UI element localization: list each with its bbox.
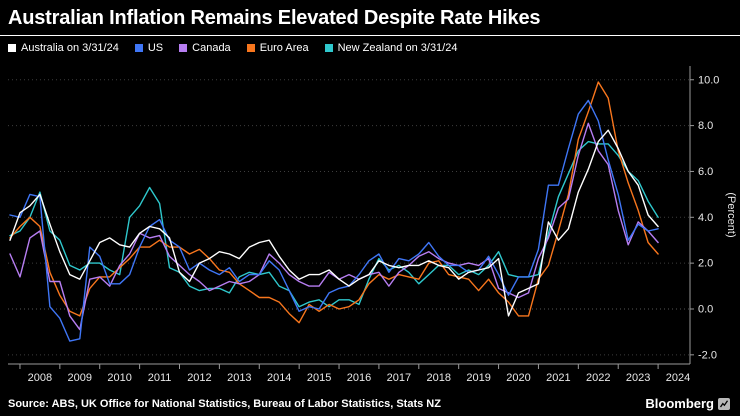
legend-item-australia: Australia on 3/31/24	[8, 42, 119, 54]
chart-area: 10.0 8.0 6.0 4.0 2.0 0.0 -2.0 2008 2009 2010 2011 2…	[0, 56, 740, 394]
legend-label-australia: Australia on 3/31/24	[21, 42, 119, 54]
chart-line-new-zealand	[9, 140, 659, 308]
x-tick-label: 2022	[586, 372, 610, 384]
inflation-line-chart: 10.0 8.0 6.0 4.0 2.0 0.0 -2.0 2008 2009 2010 2011 2…	[8, 66, 737, 384]
y-tick-label: 10.0	[698, 74, 719, 86]
legend-swatch-australia	[8, 44, 16, 52]
x-tick-label: 2019	[466, 372, 490, 384]
chart-line-us	[9, 99, 659, 342]
y-tick-label: 6.0	[698, 166, 713, 178]
chart-footer: Source: ABS, UK Office for National Stat…	[0, 394, 740, 416]
bloomberg-logo: Bloomberg	[645, 396, 730, 411]
y-tick-label: 2.0	[698, 258, 713, 270]
x-tick-label: 2009	[68, 372, 92, 384]
legend-label-us: US	[147, 42, 164, 54]
source-note: Source: ABS, UK Office for National Stat…	[8, 397, 441, 410]
x-tick-label: 2015	[307, 372, 331, 384]
legend-swatch-euro-area	[246, 44, 255, 52]
chart-line-australia	[9, 129, 659, 317]
chart-line-canada	[9, 122, 659, 331]
legend-item-us: US	[134, 42, 164, 54]
x-tick-label: 2017	[387, 372, 411, 384]
y-tick-label: 0.0	[698, 303, 713, 315]
x-tick-label: 2016	[347, 372, 371, 384]
x-tick-label: 2014	[267, 372, 291, 384]
x-tick-label: 2010	[107, 372, 131, 384]
legend-item-new-zealand: New Zealand on 3/31/24	[324, 42, 458, 54]
legend-label-canada: Canada	[192, 42, 231, 54]
x-tick-label: 2024	[666, 372, 690, 384]
legend-swatch-new-zealand	[324, 44, 333, 52]
legend-label-euro-area: Euro Area	[259, 42, 309, 54]
legend-swatch-canada	[179, 44, 188, 52]
legend-item-canada: Canada	[179, 42, 231, 54]
x-tick-label: 2020	[506, 372, 530, 384]
y-tick-label: 8.0	[698, 120, 713, 132]
x-tick-label: 2018	[426, 372, 450, 384]
x-tick-label: 2023	[626, 372, 650, 384]
x-tick-label: 2021	[546, 372, 570, 384]
legend-label-new-zealand: New Zealand on 3/31/24	[337, 42, 458, 54]
legend-item-euro-area: Euro Area	[246, 42, 309, 54]
x-tick-label: 2008	[28, 372, 52, 384]
bloomberg-logo-icon	[718, 397, 730, 410]
y-tick-label: 4.0	[698, 212, 713, 224]
chart-title: Australian Inflation Remains Elevated De…	[8, 7, 541, 29]
x-tick-label: 2013	[227, 372, 251, 384]
chart-legend: Australia on 3/31/24 US Canada Euro Area…	[0, 36, 740, 56]
y-tick-label: -2.0	[698, 349, 717, 361]
bloomberg-wordmark: Bloomberg	[645, 396, 714, 411]
x-tick-label: 2011	[148, 372, 172, 384]
x-tick-label: 2012	[187, 372, 211, 384]
y-axis-title: (Percent)	[725, 192, 737, 237]
chart-header: Australian Inflation Remains Elevated De…	[0, 0, 740, 36]
chart-line-euro-area	[9, 81, 659, 324]
legend-swatch-us	[134, 44, 143, 52]
